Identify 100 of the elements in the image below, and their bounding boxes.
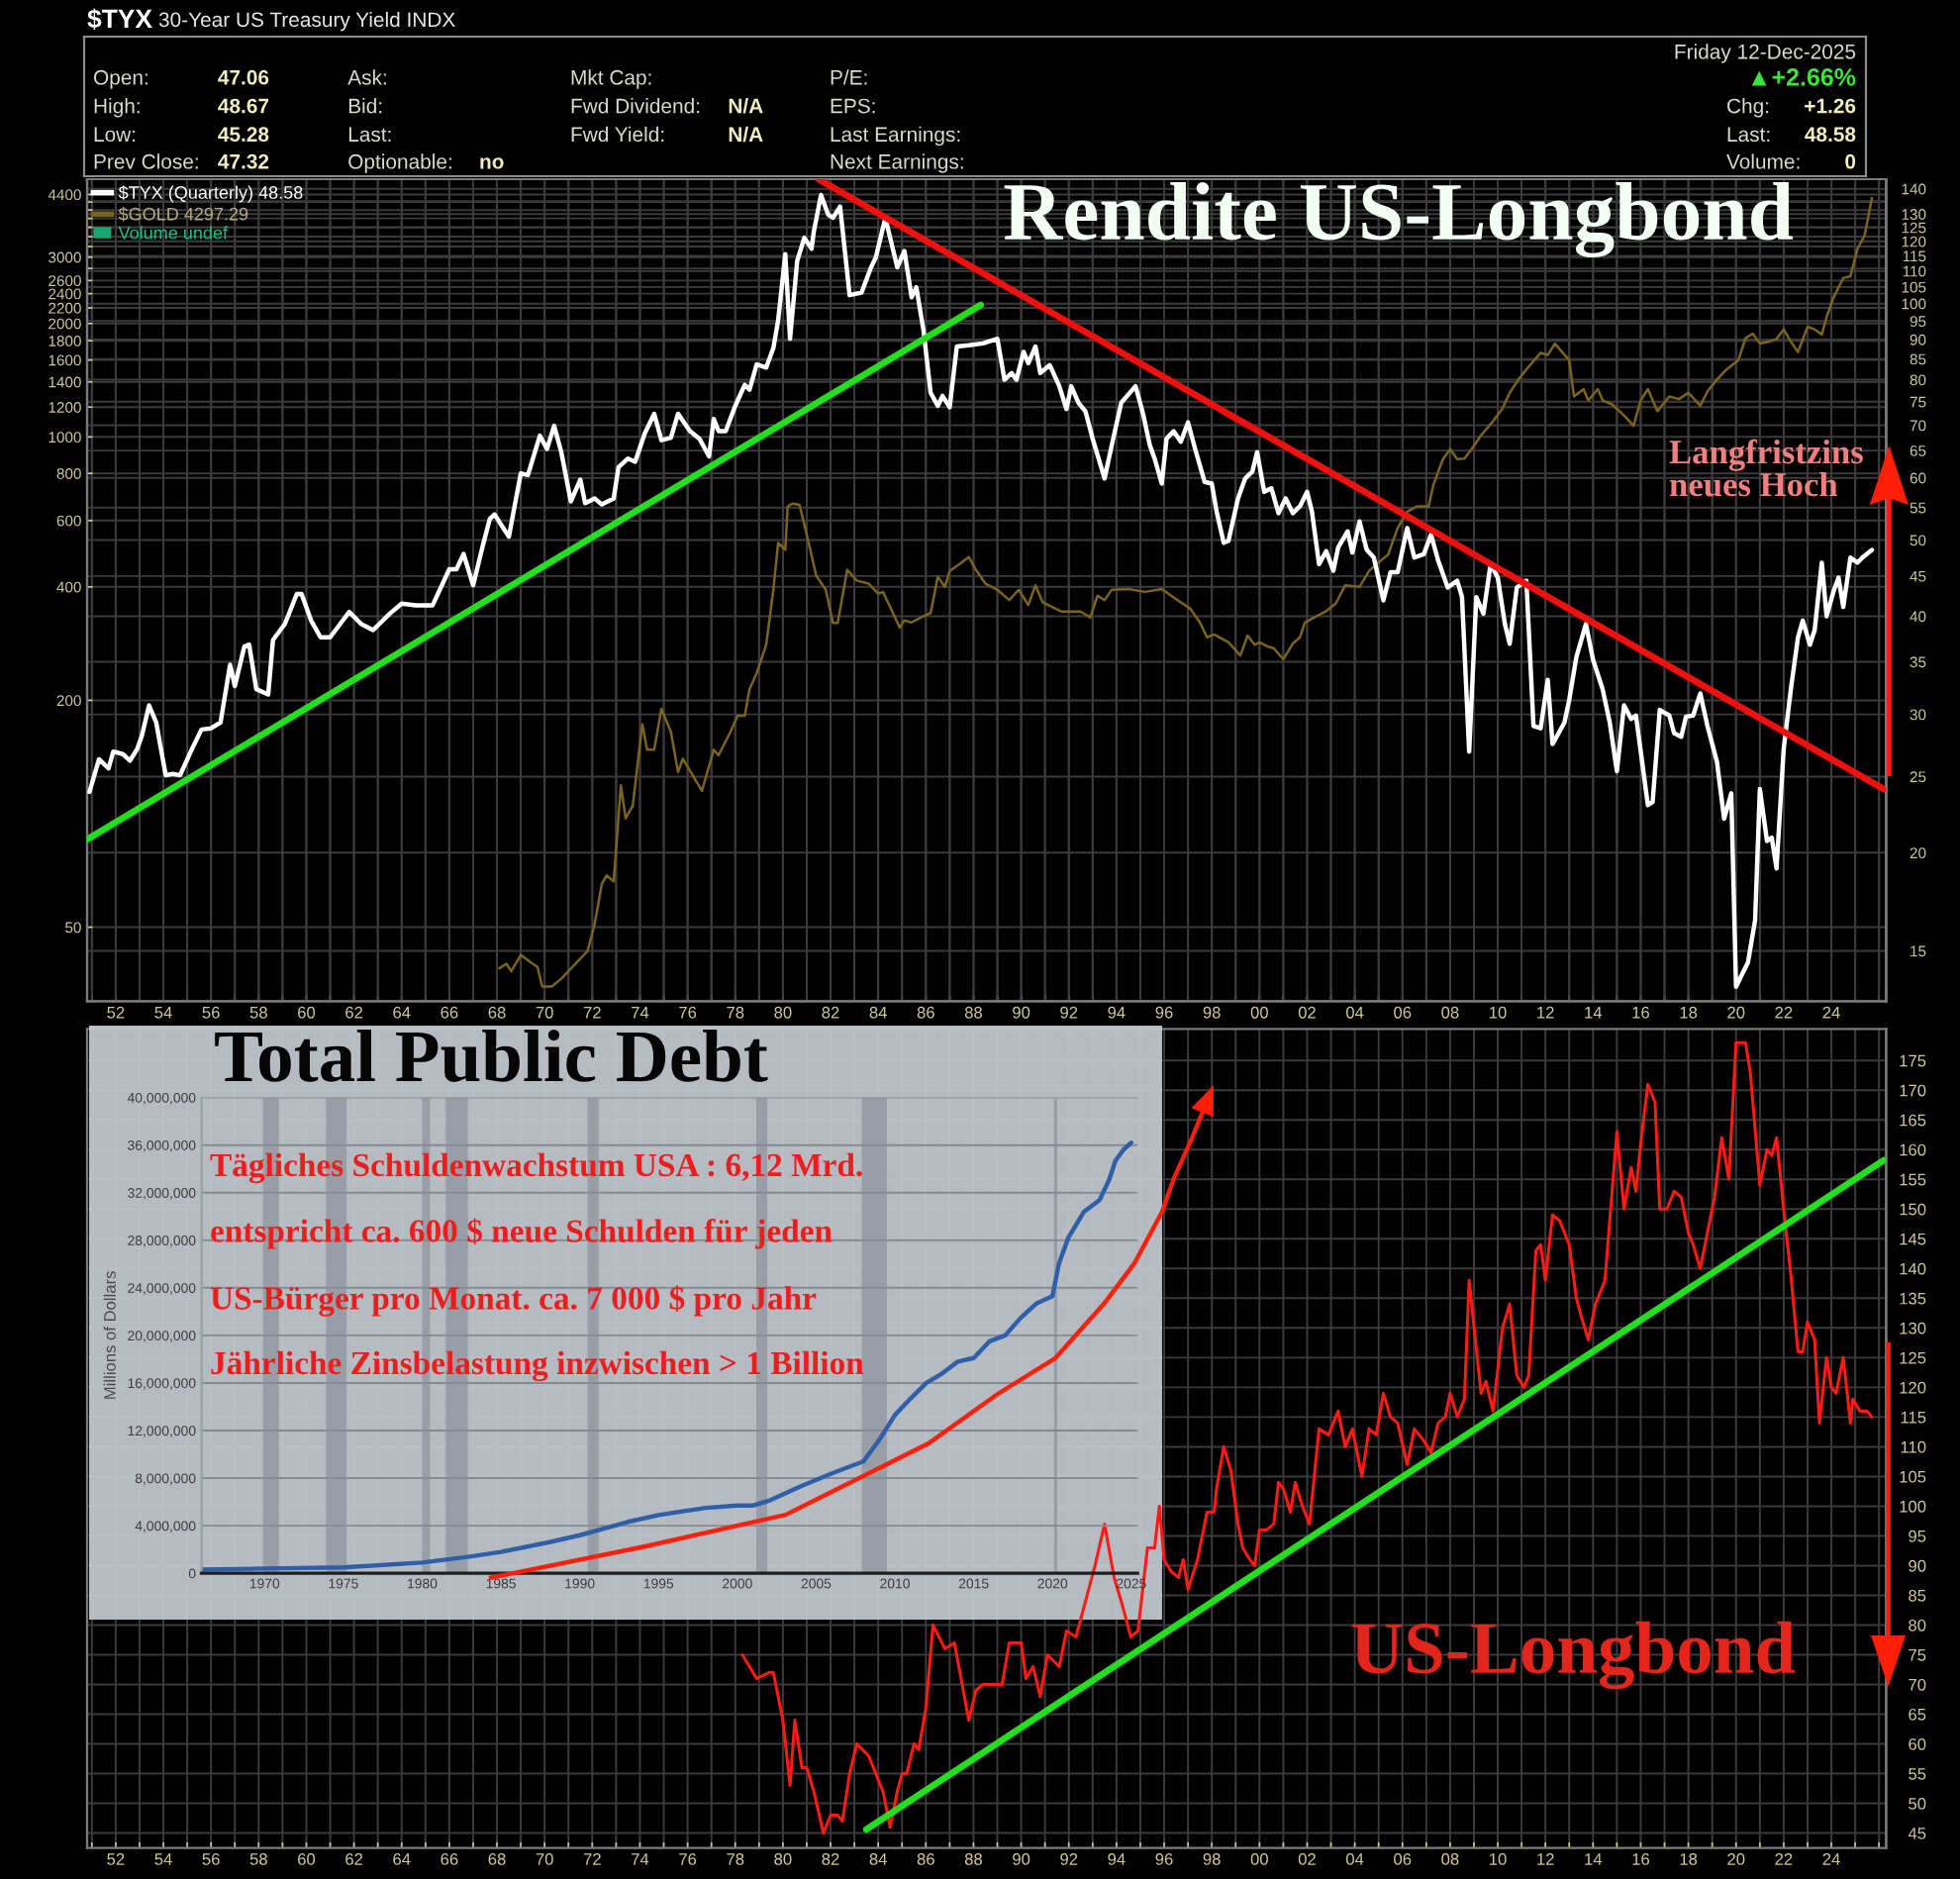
x-tick-label: 92	[1060, 1853, 1078, 1865]
x-tick-label: 94	[1108, 1853, 1126, 1865]
y2-tick-label: 55	[1909, 1768, 1926, 1780]
y-axis-title: Millions of Dollars	[103, 1271, 116, 1399]
y2-tick-label: 175	[1900, 1054, 1926, 1067]
x-tick-label: 06	[1394, 1006, 1412, 1019]
text: EPS:	[831, 98, 875, 114]
x-tick-label: 70	[536, 1006, 553, 1019]
x-tick-label: 82	[822, 1853, 839, 1865]
x-tick-label: 54	[154, 1853, 172, 1865]
x-tick-label: 96	[1155, 1853, 1173, 1865]
x-tick-label: 68	[488, 1853, 506, 1865]
text: Volume:	[1726, 153, 1800, 169]
x-tick-label: 92	[1060, 1006, 1078, 1019]
legend-label: $GOLD 4297.29	[118, 207, 248, 222]
x-tick-label: 82	[822, 1006, 839, 1019]
x-tick-label: 88	[964, 1853, 983, 1865]
annotation: US-Bürger pro Monat. ca. 7 000 $ pro Jahr	[210, 1285, 817, 1317]
text: Fwd Yield:	[571, 126, 664, 143]
x-tick-label: 62	[345, 1006, 363, 1019]
text: Last:	[348, 127, 391, 143]
text: High:	[94, 98, 140, 118]
x-tick-label: 52	[107, 1853, 125, 1865]
x-tick-label: 14	[1585, 1007, 1603, 1019]
x-tick-label: 96	[1155, 1006, 1173, 1019]
x-tick-label: 16	[1632, 1853, 1649, 1865]
x-tick-label: 24	[1822, 1853, 1840, 1865]
x-tick-label: 04	[1345, 1853, 1364, 1865]
x-tick-label: 54	[154, 1007, 172, 1019]
text: ▲+2.66%	[1751, 68, 1856, 86]
x-tick-label: 72	[583, 1853, 601, 1865]
x-tick-label: 80	[774, 1006, 792, 1019]
x-tick-label: 74	[632, 1853, 649, 1865]
x-tick-label: 10	[1490, 1006, 1507, 1019]
x-tick-label: 12	[1537, 1006, 1554, 1019]
text: Fwd Dividend:	[571, 98, 700, 114]
y2-tick-label: 95	[1909, 1530, 1926, 1542]
text: Chg:	[1727, 98, 1769, 118]
x-tick-label: 64	[393, 1853, 411, 1865]
text: Friday 12-Dec-2025	[1675, 44, 1856, 63]
text: 48.58	[1805, 127, 1856, 143]
y2-tick-label: 80	[1909, 1619, 1926, 1632]
x-tick-label: 58	[249, 1006, 267, 1019]
x-tick-label: 20	[1727, 1006, 1745, 1019]
y2-tick-label: 115	[1901, 1411, 1926, 1424]
y2-tick-label: 155	[1900, 1173, 1926, 1186]
text: 45.28	[218, 127, 269, 143]
y2-tick-label: 150	[1900, 1203, 1926, 1216]
x-tick-label: 68	[488, 1006, 506, 1019]
y2-tick-label: 85	[1909, 1589, 1926, 1602]
annotation: Jährliche Zinsbelastung inzwischen > 1 Billion	[211, 1350, 864, 1382]
x-tick-label: 80	[774, 1853, 792, 1865]
text: Open:	[93, 69, 147, 89]
text: Prev Close:	[94, 153, 198, 169]
x-tick-label: 24	[1822, 1006, 1840, 1019]
text: Next Earnings:	[831, 153, 963, 173]
x-tick-label: 10	[1490, 1853, 1507, 1865]
text: 0	[1845, 153, 1856, 169]
y2-tick-label: 100	[1900, 1500, 1926, 1513]
text: Last:	[1727, 127, 1770, 143]
y2-tick-label: 45	[1908, 1828, 1926, 1839]
x-tick-label: 88	[964, 1006, 983, 1019]
x-tick-label: 72	[583, 1006, 601, 1019]
text: N/A	[729, 98, 763, 114]
x-tick-label: 56	[202, 1006, 220, 1019]
x-tick-label: 22	[1775, 1006, 1793, 1019]
x-tick-label: 00	[1250, 1006, 1268, 1019]
text: Ask:	[347, 69, 386, 85]
text: no	[480, 157, 504, 169]
text: Bid:	[348, 98, 382, 114]
x-tick-label: 14	[1585, 1853, 1603, 1865]
x-tick-label: 66	[441, 1853, 458, 1865]
x-tick-label: 76	[679, 1853, 697, 1865]
y2-tick-label: 65	[1909, 1708, 1926, 1721]
x-tick-label: 60	[298, 1853, 316, 1865]
chart-title: Rendite US-Longbond	[1004, 181, 1794, 258]
y2-tick-label: 70	[1909, 1678, 1926, 1691]
x-tick-label: 02	[1298, 1006, 1316, 1019]
x-tick-label: 62	[345, 1853, 363, 1865]
y2-tick-label: 165	[1900, 1114, 1926, 1127]
y2-tick-label: 160	[1900, 1143, 1926, 1156]
x-tick-label: 86	[917, 1006, 934, 1019]
x-tick-label: 98	[1203, 1006, 1221, 1019]
x-tick-label: 04	[1345, 1006, 1364, 1019]
x-tick-label: 90	[1013, 1006, 1030, 1019]
x-tick-label: 98	[1203, 1853, 1221, 1865]
x-tick-label: 00	[1250, 1853, 1268, 1865]
x-tick-label: 52	[107, 1006, 125, 1019]
x-tick-label: 08	[1441, 1853, 1459, 1865]
text: $TYX	[87, 8, 152, 30]
annotation: Tägliches Schuldenwachstum USA : 6,12 Mrd.	[210, 1152, 862, 1184]
x-tick-label: 12	[1537, 1853, 1554, 1865]
y2-tick-label: 110	[1901, 1440, 1926, 1453]
text: 30-Year US Treasury Yield INDX	[158, 11, 455, 32]
x-tick-label: 18	[1680, 1853, 1698, 1865]
annotation: entspricht ca. 600 $ neue Schulden für jeden	[211, 1218, 833, 1249]
line-series	[201, 1140, 1134, 1572]
annotation: Volume undef	[118, 226, 229, 240]
y2-tick-label: 145	[1900, 1233, 1926, 1245]
y2-tick-label: 130	[1900, 1322, 1926, 1335]
